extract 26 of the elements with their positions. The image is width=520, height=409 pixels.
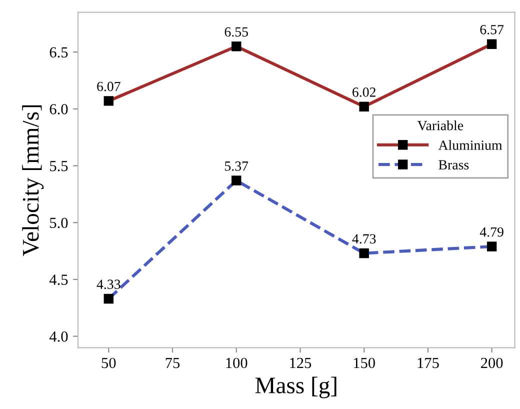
x-tick-label: 75 (166, 358, 180, 368)
data-label: 6.07 (97, 82, 120, 92)
legend-title: Variable (417, 120, 464, 130)
data-label: 6.02 (352, 87, 376, 97)
x-tick-label: 100 (226, 358, 248, 368)
data-label: 4.79 (480, 227, 504, 237)
data-label: 4.73 (352, 234, 376, 244)
x-tick-label: 50 (102, 358, 116, 368)
y-axis-title: Velocity [mm/s] (22, 105, 44, 256)
y-tick-label: 4.0 (49, 331, 68, 342)
legend-label: Brass (438, 160, 469, 170)
y-tick-label: 5.5 (50, 161, 68, 172)
y-tick-label: 5.0 (50, 218, 68, 228)
x-tick-label: 150 (354, 358, 375, 368)
data-label: 5.37 (225, 161, 248, 171)
x-tick-label: 125 (290, 358, 312, 368)
data-label: 4.33 (96, 280, 120, 290)
x-tick-label: 200 (481, 358, 503, 368)
data-label: 6.57 (480, 25, 504, 34)
y-tick-label: 6.5 (50, 47, 68, 58)
x-tick-label: 175 (418, 358, 439, 368)
x-axis-title: Mass [g] (255, 376, 336, 398)
y-tick-label: 6.0 (50, 104, 68, 114)
y-tick-label: 4.5 (49, 274, 68, 285)
data-label: 6.55 (224, 27, 248, 37)
legend-label: Aluminium (438, 140, 502, 150)
